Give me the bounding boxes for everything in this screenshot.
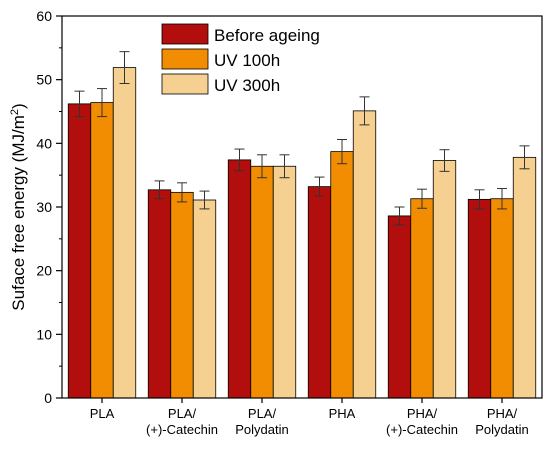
- bar-2-0: [227, 159, 252, 399]
- bar-1-2: [192, 199, 217, 399]
- y-tick-label-0: 0: [44, 390, 52, 406]
- legend-swatch-0: [161, 23, 209, 45]
- y-axis-label: Suface free energy (MJ/m2): [9, 103, 28, 310]
- x-tick-label-2-1: Polydatin: [235, 422, 288, 437]
- bar-5-2: [512, 156, 537, 399]
- legend-label-2: UV 300h: [214, 76, 280, 95]
- y-tick-label-2: 20: [36, 263, 52, 279]
- y-axis-label-close: ): [9, 103, 28, 109]
- bar-5-0: [467, 198, 492, 399]
- y-tick-label-4: 40: [36, 135, 52, 151]
- bar-3-0: [307, 186, 332, 399]
- bar-4-2: [432, 160, 457, 399]
- legend-swatch-2: [161, 73, 209, 95]
- bar-0-0: [67, 103, 92, 399]
- x-tick-label-4-0: PHA/: [407, 406, 438, 421]
- legend-label-0: Before ageing: [214, 26, 320, 45]
- bar-1-0: [147, 189, 172, 399]
- y-tick-label-1: 10: [36, 326, 52, 342]
- x-tick-label-1-1: (+)-Catechin: [146, 422, 218, 437]
- y-axis-label-sup: 2: [9, 109, 21, 115]
- bar-2-1: [250, 165, 274, 399]
- x-tick-label-1-0: PLA/: [168, 406, 197, 421]
- x-tick-label-2-0: PLA/: [248, 406, 277, 421]
- bar-3-1: [330, 151, 354, 399]
- bar-0-1: [90, 102, 114, 399]
- x-tick-label-0-0: PLA: [90, 406, 115, 421]
- x-tick-label-4-1: (+)-Catechin: [386, 422, 458, 437]
- legend-swatch-1: [161, 48, 209, 70]
- x-tick-label-3-0: PHA: [329, 406, 356, 421]
- bar-1-1: [170, 191, 194, 399]
- legend-label-1: UV 100h: [214, 51, 280, 70]
- bar-4-0: [387, 215, 412, 399]
- y-tick-label-5: 50: [36, 72, 52, 88]
- y-tick-label-3: 30: [36, 199, 52, 215]
- bar-5-1: [490, 198, 514, 399]
- error-bars-layer: [74, 51, 530, 226]
- bars-layer: [67, 67, 537, 399]
- y-tick-label-6: 60: [36, 8, 52, 24]
- bar-0-2: [112, 67, 137, 399]
- bar-2-2: [272, 165, 297, 399]
- y-axis-label-main: Suface free energy (MJ/m: [9, 115, 28, 311]
- bar-4-1: [410, 198, 434, 399]
- bar-3-2: [352, 110, 377, 399]
- x-tick-label-5-1: Polydatin: [475, 422, 528, 437]
- x-tick-label-5-0: PHA/: [487, 406, 518, 421]
- legend: Before ageing UV 100h UV 300h: [161, 23, 320, 95]
